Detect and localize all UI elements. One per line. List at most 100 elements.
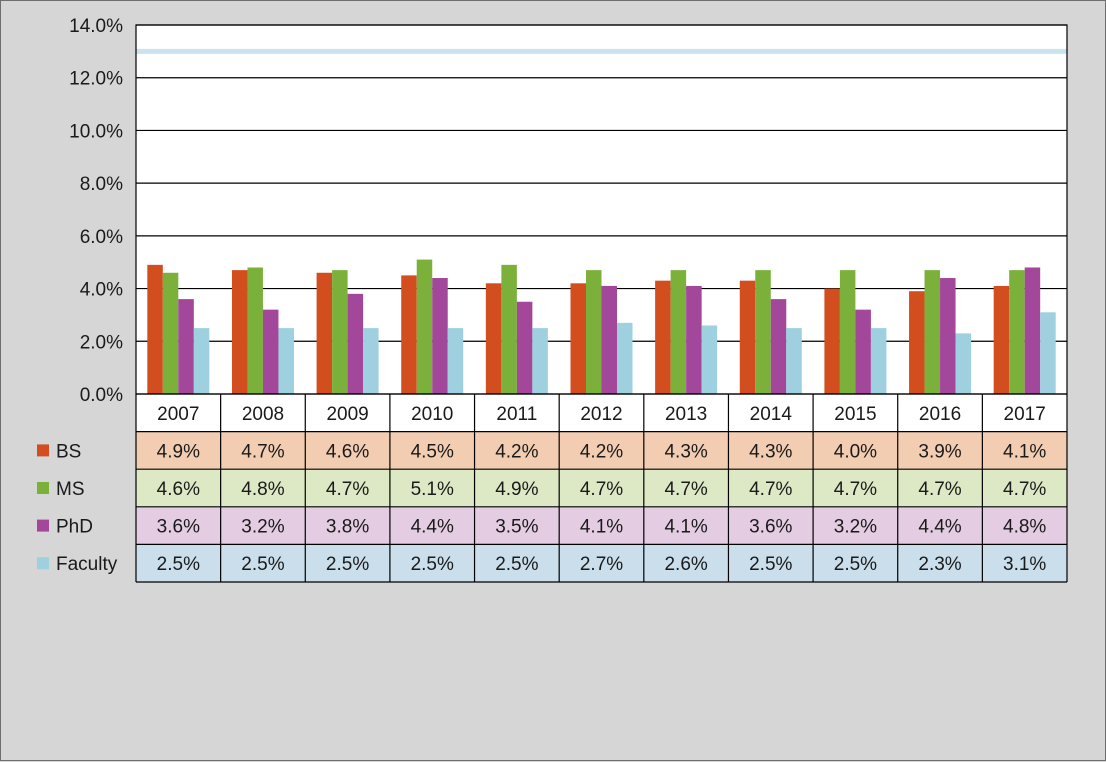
data-label: 2.5% [326, 554, 369, 575]
data-label: 3.6% [157, 517, 200, 538]
data-label: 2.5% [411, 554, 454, 575]
data-label: 2.5% [749, 554, 792, 575]
legend-swatch-bs [37, 444, 49, 457]
bar-faculty-2016 [955, 333, 972, 394]
data-label: 4.1% [1003, 441, 1046, 462]
x-tick-label: 2013 [665, 404, 707, 425]
bar-ms-2007 [162, 272, 179, 394]
data-label: 3.2% [241, 517, 284, 538]
bar-bs-2015 [824, 288, 840, 394]
bar-ms-2015 [839, 270, 856, 394]
data-label: 2.7% [580, 554, 623, 575]
bar-phd-2009 [347, 293, 364, 394]
data-label: 4.8% [241, 479, 284, 500]
y-tick-label: 8.0% [80, 174, 123, 195]
bar-ms-2014 [755, 270, 771, 394]
bar-faculty-2017 [1040, 312, 1056, 394]
data-label: 3.9% [918, 441, 961, 462]
legend-label-phd: PhD [56, 517, 93, 538]
x-tick-label: 2007 [157, 404, 199, 425]
bar-bs-2010 [401, 275, 417, 394]
data-label: 4.2% [580, 441, 623, 462]
bar-bs-2011 [485, 283, 502, 394]
bar-faculty-2015 [870, 328, 887, 394]
data-label: 4.7% [580, 479, 623, 500]
data-label: 5.1% [411, 479, 454, 500]
data-label: 2.5% [834, 554, 877, 575]
bar-ms-2009 [332, 270, 348, 394]
x-tick-label: 2009 [326, 404, 368, 425]
bar-ms-2011 [501, 264, 517, 394]
data-label: 4.1% [664, 517, 707, 538]
y-tick-label: 0.0% [80, 385, 123, 406]
data-label: 4.0% [834, 441, 877, 462]
x-tick-label: 2015 [834, 404, 876, 425]
data-label: 4.3% [749, 441, 792, 462]
y-tick-label: 14.0% [69, 16, 123, 37]
bar-ms-2008 [247, 267, 263, 394]
data-label: 4.9% [157, 441, 200, 462]
legend-label-faculty: Faculty [56, 554, 118, 575]
data-label: 4.9% [495, 479, 538, 500]
data-label: 4.7% [326, 479, 369, 500]
x-tick-label: 2012 [580, 404, 622, 425]
bar-faculty-2009 [363, 328, 379, 394]
bar-bs-2014 [739, 280, 756, 394]
x-tick-label: 2017 [1004, 404, 1046, 425]
data-label: 4.7% [749, 479, 792, 500]
bar-phd-2010 [432, 278, 448, 394]
data-label: 4.7% [664, 479, 707, 500]
data-label: 4.7% [1003, 479, 1046, 500]
bar-ms-2016 [924, 270, 941, 394]
bar-bs-2009 [316, 272, 333, 394]
y-tick-label: 10.0% [69, 121, 123, 142]
x-tick-label: 2011 [496, 404, 537, 425]
data-label: 4.2% [495, 441, 538, 462]
data-label: 2.5% [495, 554, 538, 575]
data-label: 4.6% [326, 441, 369, 462]
x-tick-label: 2010 [411, 404, 453, 425]
legend-swatch-phd [37, 519, 49, 532]
y-tick-label: 4.0% [80, 280, 123, 301]
bar-ms-2013 [670, 270, 687, 394]
y-tick-label: 2.0% [80, 332, 123, 353]
y-tick-label: 6.0% [80, 227, 123, 248]
legend-label-ms: MS [56, 479, 85, 500]
data-label: 3.6% [749, 517, 792, 538]
data-label: 2.6% [664, 554, 707, 575]
bar-ms-2010 [416, 259, 433, 394]
data-label: 3.8% [326, 517, 369, 538]
bar-ms-2012 [586, 270, 602, 394]
data-label: 3.1% [1003, 554, 1046, 575]
data-label: 4.1% [580, 517, 623, 538]
table-row-phd [136, 506, 1067, 545]
data-label: 4.7% [834, 479, 877, 500]
bar-phd-2012 [601, 285, 617, 394]
bar-phd-2014 [770, 299, 787, 394]
bar-bs-2012 [570, 283, 586, 394]
bar-phd-2017 [1024, 267, 1041, 394]
bar-phd-2008 [262, 309, 279, 394]
bar-phd-2013 [686, 285, 702, 394]
bar-phd-2011 [516, 301, 533, 394]
bar-phd-2015 [855, 309, 871, 394]
bar-bs-2017 [993, 285, 1010, 394]
data-label: 4.6% [157, 479, 200, 500]
data-label: 4.4% [918, 517, 961, 538]
bar-faculty-2007 [193, 328, 210, 394]
x-tick-label: 2014 [750, 404, 793, 425]
bar-bs-2016 [909, 291, 925, 394]
bar-bs-2013 [655, 280, 671, 394]
data-label: 3.5% [495, 517, 538, 538]
bar-bs-2008 [231, 270, 248, 394]
x-tick-label: 2016 [919, 404, 961, 425]
legend-label-bs: BS [56, 441, 81, 462]
y-tick-label: 12.0% [69, 69, 123, 90]
bar-phd-2007 [178, 299, 194, 394]
bar-phd-2016 [940, 278, 956, 394]
x-tick-label: 2008 [242, 404, 284, 425]
legend-swatch-faculty [37, 557, 49, 570]
data-label: 4.7% [241, 441, 284, 462]
